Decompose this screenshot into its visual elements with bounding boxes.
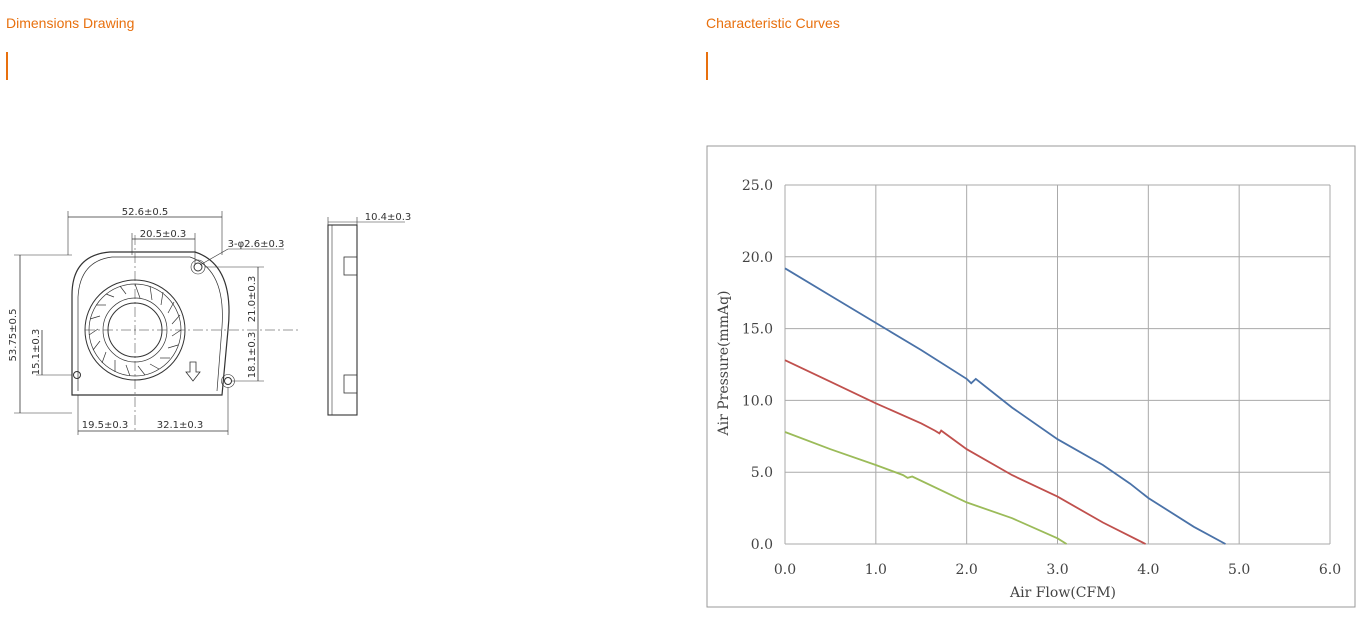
dim-bottom-right: 32.1±0.3: [157, 420, 204, 431]
dim-right-upper: 21.0±0.3: [247, 276, 258, 323]
dim-overall-height: 53.75±0.5: [8, 309, 19, 362]
dim-left-offset: 15.1±0.3: [31, 329, 42, 376]
chart-frame: [706, 145, 1356, 608]
x-tick-label: 2.0: [956, 562, 978, 578]
dim-bottom-left: 19.5±0.3: [82, 420, 129, 431]
y-tick-label: 15.0: [742, 322, 773, 338]
x-tick-label: 3.0: [1046, 562, 1068, 578]
series-line-3: [784, 431, 1068, 545]
dimensions-drawing: 52.6±0.5 20.5±0.3 3-φ2.6±0.3: [8, 207, 412, 435]
y-tick-label: 10.0: [742, 393, 773, 409]
x-tick-label: 5.0: [1228, 562, 1250, 578]
characteristic-curves-chart: 0.0 1.0 2.0 3.0 4.0 5.0 6.0 0.0 5.0 10.0 15.0 20.0 2…: [706, 145, 1356, 608]
chart-ticks: 0.0 1.0 2.0 3.0 4.0 5.0 6.0 0.0 5.0 10.0 15.0 20.0 2…: [742, 178, 1341, 578]
dim-thickness: 10.4±0.3: [365, 212, 412, 223]
right-section-title: Characteristic Curves: [706, 15, 840, 31]
dim-top-offset: 20.5±0.3: [140, 229, 187, 240]
y-tick-label: 25.0: [742, 178, 773, 194]
y-tick-label: 5.0: [751, 465, 773, 481]
dim-overall-width: 52.6±0.5: [122, 207, 169, 218]
dim-hole-spec: 3-φ2.6±0.3: [228, 239, 285, 250]
chart-grid: [784, 184, 1331, 545]
series-line-1: [784, 267, 1226, 545]
y-tick-label: 20.0: [742, 250, 773, 266]
series-line-2: [784, 359, 1147, 545]
left-section-accent: [6, 52, 8, 80]
chart-series: [784, 267, 1226, 545]
left-section-title: Dimensions Drawing: [6, 15, 135, 31]
right-section-accent: [706, 52, 708, 80]
x-tick-label: 4.0: [1137, 562, 1159, 578]
dim-right-lower: 18.1±0.3: [247, 332, 258, 379]
x-axis-label: Air Flow(CFM): [1009, 585, 1116, 601]
x-tick-label: 1.0: [865, 562, 887, 578]
y-axis-label: Air Pressure(mmAq): [716, 290, 732, 436]
y-tick-label: 0.0: [751, 537, 773, 553]
x-tick-label: 6.0: [1319, 562, 1341, 578]
x-tick-label: 0.0: [774, 562, 796, 578]
